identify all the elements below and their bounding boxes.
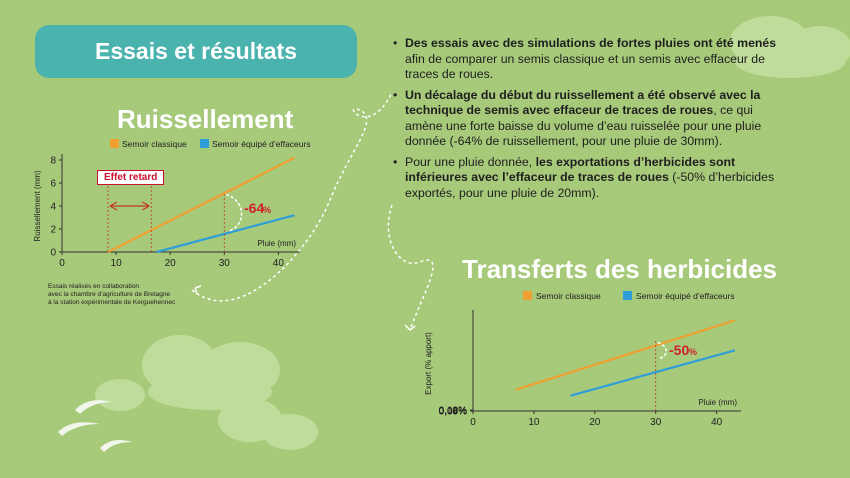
y-tick-label: 2 [50,225,56,236]
trial-note: Essais réalisés en collaboration avec la… [48,283,175,307]
chart1-legend-label-classique: Semoir classique [122,139,187,149]
chart2-legend-swatch-classique [523,291,532,300]
chart1-legend-swatch-effaceurs [200,139,209,148]
x-tick-label: 30 [219,258,231,269]
chart1-legend-swatch-classique [110,139,119,148]
bullet-2: Un décalage du début du ruissellement a … [393,88,783,150]
x-axis-label: Pluie (mm) [257,239,296,248]
y-tick-label: 6 [50,179,56,190]
y-tick-label: 0,08% [439,406,467,417]
series-line-semoir-classique [515,319,736,391]
y-tick-label: 0 [50,248,56,259]
bullet-3: Pour une pluie donnée, les exportations … [393,155,783,202]
page-title: Essais et résultats [94,38,297,64]
y-tick-label: 8 [50,156,56,167]
reduction-label: -64 [244,200,264,216]
series-line-semoir-classique [107,156,296,253]
x-axis-label: Pluie (mm) [698,398,737,407]
x-tick-label: 20 [165,258,177,269]
x-tick-label: 0 [470,417,476,428]
y-tick-label: 0,04% [439,406,467,417]
bullet-1-bold: Des essais avec des simulations de forte… [405,36,777,50]
series-line-semoir-effaceurs [156,214,295,254]
x-tick-label: 30 [650,417,662,428]
trial-note-line: à la station expérimentale de Kerguehenn… [48,299,176,306]
delay-arrow-heads [109,201,150,211]
bullet-1: Des essais avec des simulations de forte… [393,36,783,83]
chart2-title: Transferts des herbicides [462,254,778,284]
x-tick-label: 20 [589,417,601,428]
reduction-arrow [657,341,667,360]
series-line-semoir-effaceurs [570,349,736,397]
y-axis-label: Export (% apport) [424,332,433,395]
reduction-unit: % [263,205,271,215]
y-axis-label: Ruissellement (mm) [33,170,42,241]
chart2-legend-label-effaceurs: Semoir équipé d’effaceurs [636,291,735,301]
x-tick-label: 0 [59,258,65,269]
y-tick-label: 0,12% [439,406,467,417]
trial-note-line: Essais réalisés en collaboration [48,283,140,290]
y-tick-label: 0,00% [439,407,467,418]
y-tick-label: 4 [50,202,56,213]
reduction-unit: % [689,347,697,357]
x-tick-label: 10 [111,258,123,269]
bullet-2-text: , ce qui amène une forte baisse du volum… [405,103,762,148]
chart1-legend-label-effaceurs: Semoir équipé d’effaceurs [212,139,311,149]
title-banner [35,25,357,78]
x-tick-label: 40 [711,417,723,428]
chart2-legend-label-classique: Semoir classique [536,291,601,301]
reduction-label: -50 [669,342,689,358]
bullet-3-text: (-50% d’herbicides exportés, pour une pl… [405,170,775,200]
bullet-3-bold: les exportations d’herbicides sont infér… [405,154,736,185]
chart2-legend-swatch-effaceurs [623,291,632,300]
bullet-1-text: afin de comparer un semis classique et u… [405,51,765,82]
bullet-2-bold: Un décalage du début du ruissellement a … [405,87,761,118]
chart1-effet-retard-label: Effet retard [97,170,165,185]
reduction-arrow [226,193,243,233]
trial-note-line: avec la chambre d’agriculture de Bretagn… [48,291,171,298]
chart1-title: Ruissellement [117,104,294,134]
bullet-3-lead: Pour une pluie donnée, [405,154,536,169]
results-bullets: Des essais avec des simulations de forte… [393,36,783,206]
x-tick-label: 10 [528,417,540,428]
x-tick-label: 40 [273,258,285,269]
